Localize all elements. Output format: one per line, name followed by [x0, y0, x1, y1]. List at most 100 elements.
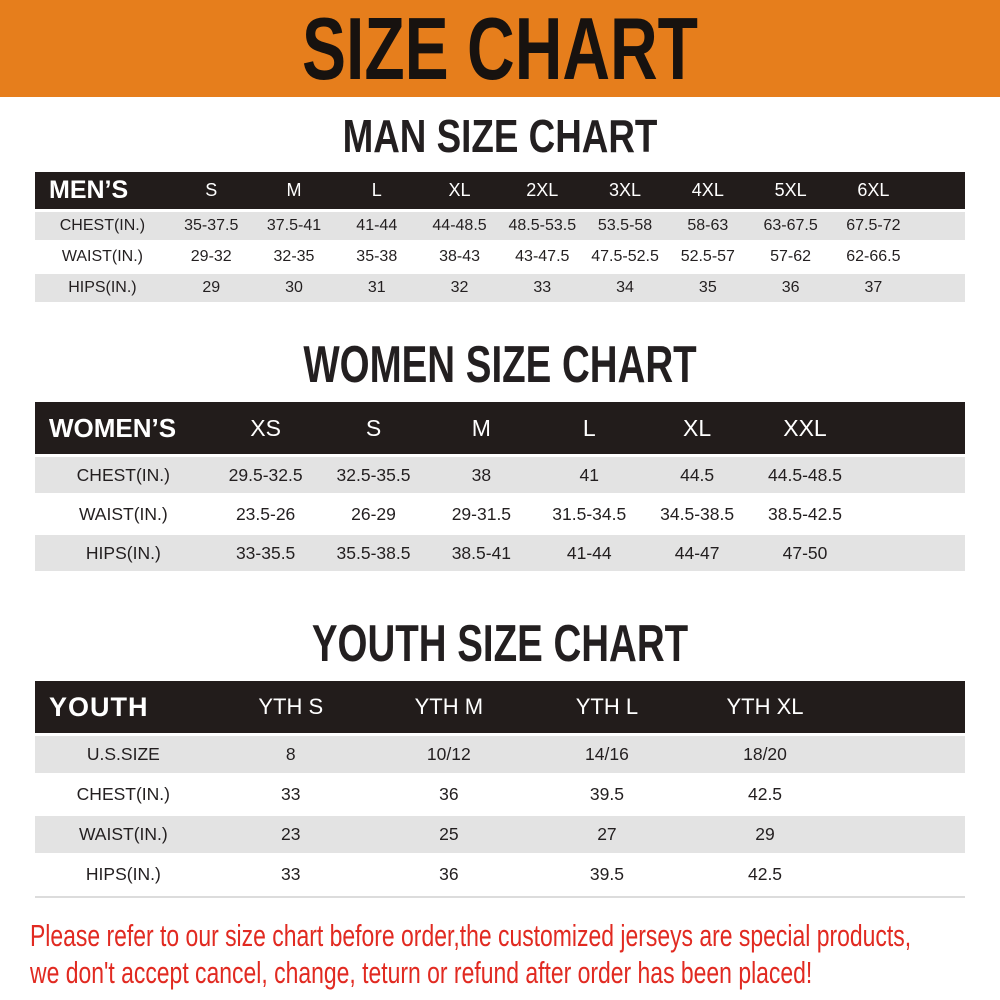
size-value-cell: 63-67.5 — [749, 212, 832, 240]
size-col-header: YTH L — [527, 681, 686, 733]
row-label: HIPS(IN.) — [35, 274, 170, 302]
table-row: HIPS(IN.) 29 30 31 32 33 34 35 36 37 — [35, 274, 965, 302]
size-value-cell: 38 — [427, 457, 536, 493]
table-row: CHEST(IN.) 35-37.5 37.5-41 41-44 44-48.5… — [35, 212, 965, 240]
size-value-cell: 31.5-34.5 — [535, 496, 644, 532]
size-value-cell: 29 — [685, 816, 845, 853]
row-label: WAIST(IN.) — [35, 816, 212, 853]
size-value-cell: 47-50 — [751, 535, 859, 571]
spacer-cell — [858, 535, 965, 571]
size-col-header: 2XL — [500, 172, 584, 209]
spacer-cell — [858, 457, 965, 493]
size-col-header: S — [319, 402, 428, 454]
spacer-cell — [844, 816, 965, 853]
row-label: HIPS(IN.) — [35, 856, 212, 893]
size-value-cell: 29 — [169, 274, 253, 302]
men-header-row: MEN’S S M L XL 2XL 3XL 4XL 5XL 6XL — [35, 172, 965, 209]
size-col-header: L — [335, 172, 419, 209]
spacer-cell — [858, 496, 965, 532]
size-value-cell: 18/20 — [685, 736, 845, 773]
size-value-cell: 44-47 — [643, 535, 752, 571]
size-value-cell: 36 — [369, 776, 528, 813]
row-label: CHEST(IN.) — [35, 457, 212, 493]
spacer-cell — [858, 402, 965, 454]
spacer-cell — [914, 172, 965, 209]
size-value-cell: 35 — [666, 274, 750, 302]
size-value-cell: 41-44 — [535, 535, 644, 571]
size-value-cell: 41-44 — [335, 212, 419, 240]
size-value-cell: 14/16 — [527, 736, 686, 773]
size-value-cell: 42.5 — [685, 776, 845, 813]
row-label: HIPS(IN.) — [35, 535, 212, 571]
size-value-cell: 33 — [500, 274, 584, 302]
size-col-header: YTH M — [369, 681, 528, 733]
order-notice: Please refer to our size chart before or… — [0, 918, 1000, 991]
size-value-cell: 31 — [335, 274, 419, 302]
men-section-heading: MAN SIZE CHART — [342, 110, 658, 162]
youth-section-heading: YOUTH SIZE CHART — [311, 615, 689, 673]
youth-table-title: YOUTH — [35, 681, 212, 733]
size-value-cell: 47.5-52.5 — [583, 243, 667, 271]
spacer-cell — [844, 856, 965, 893]
table-row: HIPS(IN.) 33 36 39.5 42.5 — [35, 856, 965, 893]
women-header-row: WOMEN’S XS S M L XL XXL — [35, 402, 965, 454]
size-value-cell: 25 — [369, 816, 528, 853]
size-value-cell: 52.5-57 — [666, 243, 750, 271]
size-col-header: M — [252, 172, 336, 209]
size-value-cell: 10/12 — [369, 736, 528, 773]
notice-line-2: we don't accept cancel, change, teturn o… — [30, 954, 813, 990]
size-value-cell: 39.5 — [527, 776, 686, 813]
row-label: WAIST(IN.) — [35, 496, 212, 532]
size-value-cell: 53.5-58 — [583, 212, 667, 240]
size-value-cell: 26-29 — [319, 496, 428, 532]
size-col-header: XL — [643, 402, 752, 454]
size-col-header: XS — [211, 402, 320, 454]
women-section: WOMEN SIZE CHART WOMEN’S XS S M L XL XXL — [0, 339, 1000, 574]
page-title: SIZE CHART — [302, 0, 698, 98]
size-col-header: XXL — [751, 402, 859, 454]
women-section-heading: WOMEN SIZE CHART — [303, 336, 697, 394]
youth-section: YOUTH SIZE CHART YOUTH YTH S YTH M YTH L… — [0, 618, 1000, 898]
size-value-cell: 37.5-41 — [252, 212, 336, 240]
size-value-cell: 32.5-35.5 — [319, 457, 428, 493]
size-value-cell: 57-62 — [749, 243, 832, 271]
women-table-title: WOMEN’S — [35, 402, 212, 454]
size-value-cell: 39.5 — [527, 856, 686, 893]
size-value-cell: 34 — [583, 274, 667, 302]
size-value-cell: 62-66.5 — [831, 243, 915, 271]
size-value-cell: 67.5-72 — [831, 212, 915, 240]
size-col-header: XL — [418, 172, 501, 209]
table-row: WAIST(IN.) 29-32 32-35 35-38 38-43 43-47… — [35, 243, 965, 271]
size-value-cell: 32-35 — [252, 243, 336, 271]
size-value-cell: 29-32 — [169, 243, 253, 271]
spacer-cell — [844, 776, 965, 813]
size-value-cell: 33-35.5 — [211, 535, 320, 571]
size-value-cell: 34.5-38.5 — [643, 496, 752, 532]
size-value-cell: 23.5-26 — [211, 496, 320, 532]
size-value-cell: 41 — [535, 457, 644, 493]
size-col-header: 4XL — [666, 172, 750, 209]
size-value-cell: 36 — [749, 274, 832, 302]
size-col-header: YTH XL — [685, 681, 845, 733]
size-value-cell: 35.5-38.5 — [319, 535, 428, 571]
youth-size-table: YOUTH YTH S YTH M YTH L YTH XL U.S.SIZE … — [35, 678, 965, 898]
size-col-header: 3XL — [583, 172, 667, 209]
men-size-table: MEN’S S M L XL 2XL 3XL 4XL 5XL 6XL CHEST… — [35, 169, 965, 305]
size-value-cell: 33 — [211, 776, 370, 813]
size-value-cell: 35-37.5 — [169, 212, 253, 240]
spacer-cell — [914, 212, 965, 240]
spacer-cell — [844, 681, 965, 733]
size-col-header: S — [169, 172, 253, 209]
size-value-cell: 8 — [211, 736, 370, 773]
size-value-cell: 30 — [252, 274, 336, 302]
size-value-cell: 44-48.5 — [418, 212, 501, 240]
size-value-cell: 32 — [418, 274, 501, 302]
row-label: CHEST(IN.) — [35, 212, 170, 240]
size-value-cell: 44.5 — [643, 457, 752, 493]
row-label: WAIST(IN.) — [35, 243, 170, 271]
men-table-title: MEN’S — [35, 172, 170, 209]
notice-line-1: Please refer to our size chart before or… — [30, 918, 912, 953]
youth-header-row: YOUTH YTH S YTH M YTH L YTH XL — [35, 681, 965, 733]
size-value-cell: 29-31.5 — [427, 496, 536, 532]
